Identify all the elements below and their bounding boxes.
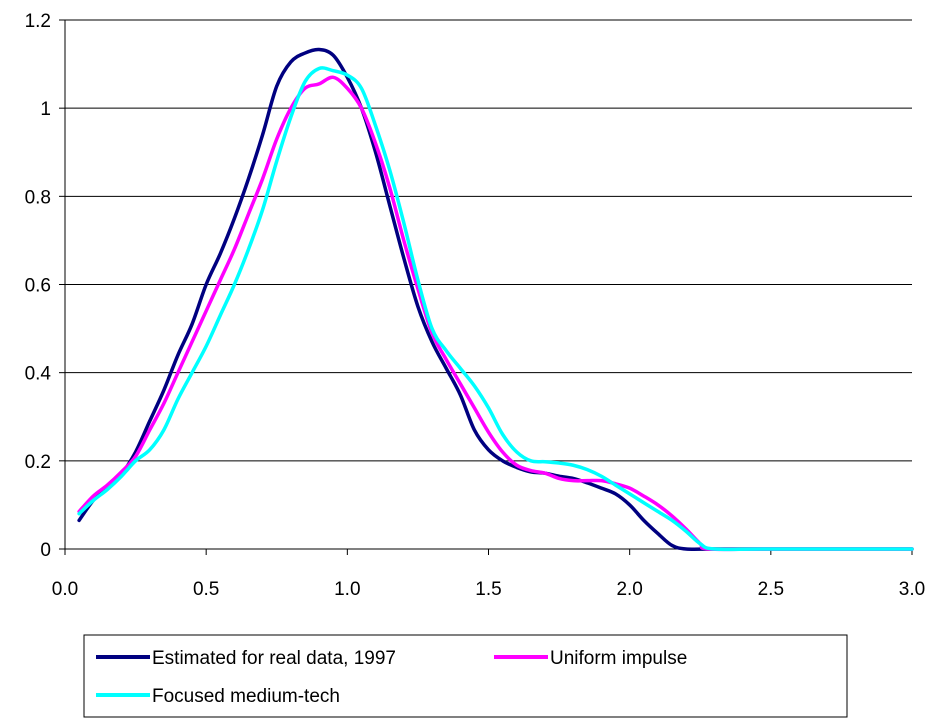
legend-label-series-2: Uniform impulse (550, 648, 687, 669)
series-lines (77, 47, 914, 552)
series-line-3 (77, 66, 914, 552)
x-axis-ticks: 0.0 0.5 1.0 1.5 2.0 2.5 3.0 (52, 549, 925, 600)
y-tick-label-0: 0 (40, 540, 51, 561)
y-axis-ticks: 0 0.2 0.4 0.6 0.8 1 1.2 (25, 11, 65, 561)
x-tick-label-3: 1.5 (475, 579, 501, 600)
y-tick-label-2: 0.4 (25, 364, 52, 385)
x-tick-label-1: 0.5 (193, 579, 219, 600)
x-tick-label-2: 1.0 (334, 579, 360, 600)
y-tick-label-5: 1 (40, 99, 51, 120)
gridlines (65, 19, 912, 462)
x-tick-label-6: 3.0 (899, 579, 925, 600)
series-line-2 (77, 75, 914, 552)
x-tick-label-4: 2.0 (616, 579, 642, 600)
x-tick-label-5: 2.5 (758, 579, 784, 600)
legend-label-series-1: Estimated for real data, 1997 (152, 648, 396, 669)
legend: Estimated for real data, 1997 Uniform im… (83, 634, 848, 718)
y-tick-label-1: 0.2 (25, 452, 51, 473)
legend-box (83, 634, 848, 718)
y-tick-label-3: 0.6 (25, 276, 51, 297)
x-tick-label-0: 0.0 (52, 579, 78, 600)
series-line-1 (77, 47, 914, 552)
legend-label-series-3: Focused medium-tech (152, 686, 340, 707)
y-tick-label-4: 0.8 (25, 187, 51, 208)
y-tick-label-6: 1.2 (25, 11, 51, 32)
